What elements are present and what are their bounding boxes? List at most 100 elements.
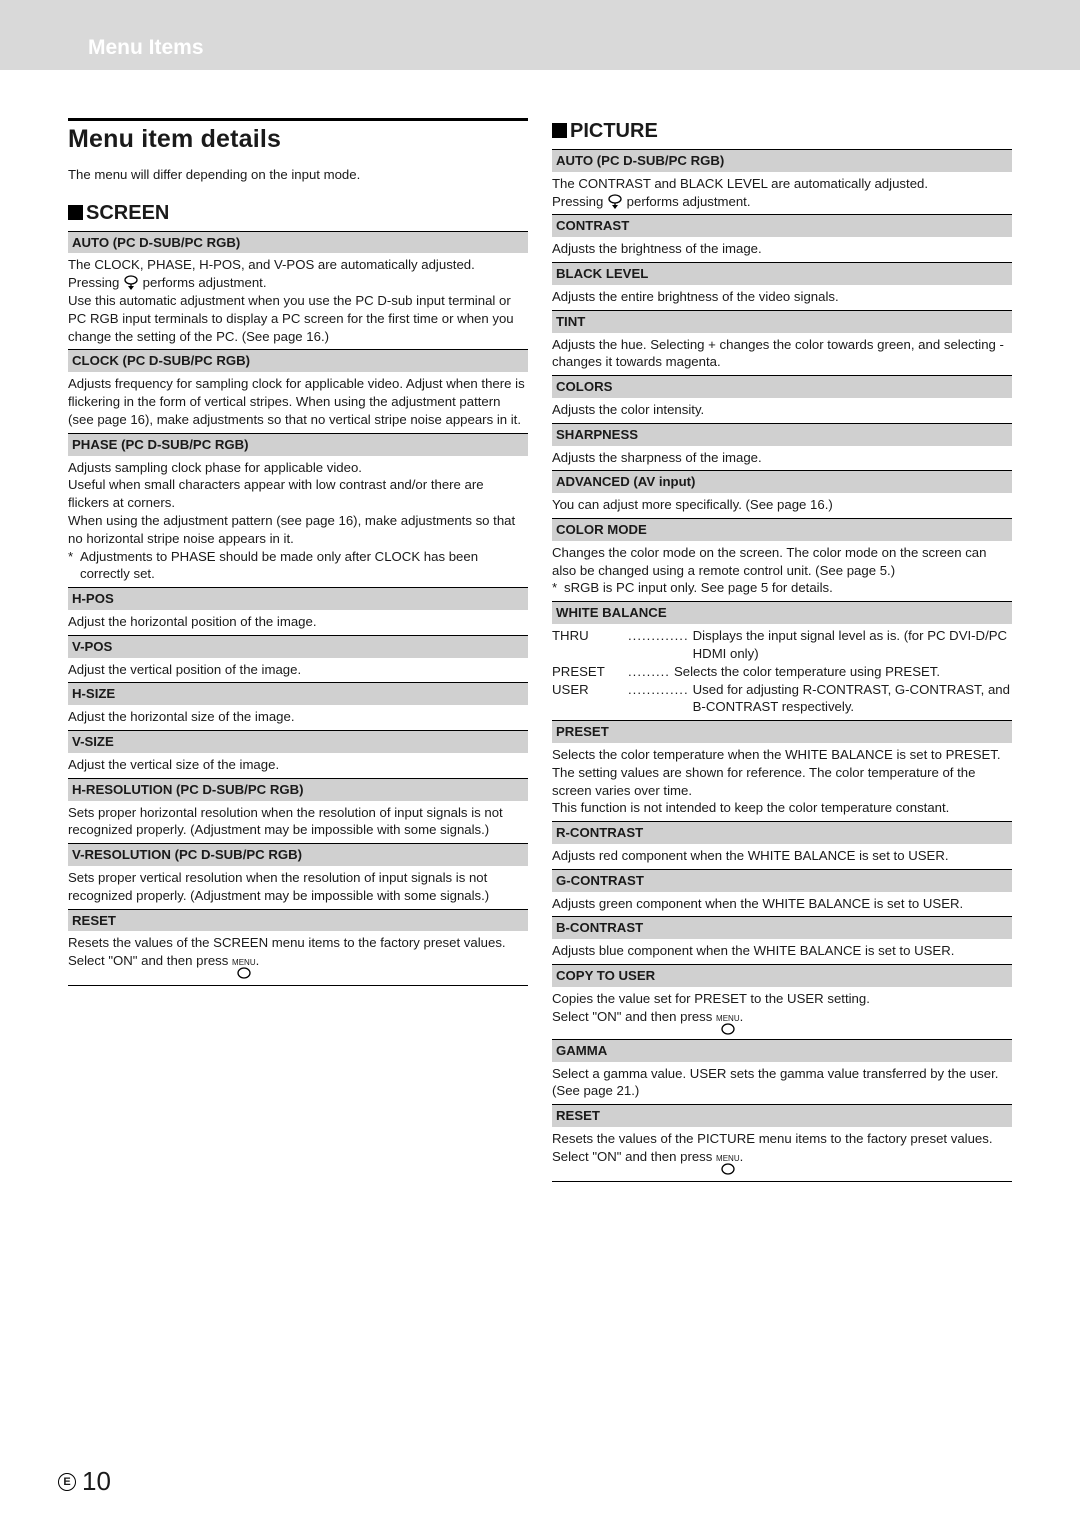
dots: ......... <box>628 663 670 681</box>
item-head: G-CONTRAST <box>552 869 1012 892</box>
item-body: Adjusts the color intensity. <box>552 398 1012 423</box>
right-column: PICTURE AUTO (PC D-SUB/PC RGB) The CONTR… <box>552 118 1012 1457</box>
text: performs adjustment. <box>623 194 751 209</box>
item-head: CONTRAST <box>552 214 1012 237</box>
dots: ............. <box>628 681 689 717</box>
left-column: Menu item details The menu will differ d… <box>68 118 528 1457</box>
item-body: Adjust the vertical size of the image. <box>68 753 528 778</box>
text: Resets the values of the SCREEN menu ite… <box>68 935 506 950</box>
text: Changes the color mode on the screen. Th… <box>552 545 986 578</box>
item-body: Adjusts sampling clock phase for applica… <box>68 456 528 588</box>
menu-button-icon: MENU <box>232 959 256 979</box>
star-note: sRGB is PC input only. See page 5 for de… <box>552 579 1012 597</box>
wb-label: PRESET <box>552 663 628 681</box>
footer-page: E 10 <box>58 1466 111 1497</box>
header-title: Menu Items <box>68 22 1012 60</box>
item-head: COLORS <box>552 375 1012 398</box>
menu-button-icon: MENU <box>716 1155 740 1175</box>
rule <box>68 985 528 986</box>
item-head: AUTO (PC D-SUB/PC RGB) <box>68 231 528 254</box>
picture-heading: PICTURE <box>552 118 1012 145</box>
item-body: Adjusts frequency for sampling clock for… <box>68 372 528 432</box>
item-head: H-RESOLUTION (PC D-SUB/PC RGB) <box>68 778 528 801</box>
item-head: B-CONTRAST <box>552 916 1012 939</box>
screen-heading-text: SCREEN <box>86 202 169 224</box>
item-body: Adjusts the hue. Selecting + changes the… <box>552 333 1012 376</box>
text: Useful when small characters appear with… <box>68 477 484 510</box>
item-head: COPY TO USER <box>552 964 1012 987</box>
menu-button-icon: MENU <box>716 1015 740 1035</box>
square-bullet-icon <box>552 123 567 138</box>
item-head: R-CONTRAST <box>552 821 1012 844</box>
page: Menu Items Menu item details The menu wi… <box>0 0 1080 1527</box>
item-body: THRU.............Displays the input sign… <box>552 624 1012 720</box>
wb-desc: Used for adjusting R-CONTRAST, G-CONTRAS… <box>689 681 1012 717</box>
item-body: Sets proper horizontal resolution when t… <box>68 801 528 844</box>
rule <box>552 1181 1012 1182</box>
item-body: Sets proper vertical resolution when the… <box>68 866 528 909</box>
item-body: Adjusts the entire brightness of the vid… <box>552 285 1012 310</box>
text: The setting values are shown for referen… <box>552 765 975 798</box>
item-body: Adjusts the brightness of the image. <box>552 237 1012 262</box>
item-head: H-SIZE <box>68 682 528 705</box>
main-intro: The menu will differ depending on the in… <box>68 163 528 188</box>
item-head: AUTO (PC D-SUB/PC RGB) <box>552 149 1012 172</box>
item-head: RESET <box>552 1104 1012 1127</box>
rule <box>68 118 528 121</box>
wb-row: USER.............Used for adjusting R-CO… <box>552 681 1012 717</box>
item-head: BLACK LEVEL <box>552 262 1012 285</box>
text: This function is not intended to keep th… <box>552 800 949 815</box>
item-body: Select a gamma value. USER sets the gamm… <box>552 1062 1012 1105</box>
header-bar: Menu Items <box>68 22 1012 70</box>
item-body: Changes the color mode on the screen. Th… <box>552 541 1012 601</box>
text: The CLOCK, PHASE, H-POS, and V-POS are a… <box>68 257 475 272</box>
menu-label: MENU <box>232 958 256 967</box>
content-columns: Menu item details The menu will differ d… <box>68 118 1012 1457</box>
item-head: SHARPNESS <box>552 423 1012 446</box>
item-head: V-RESOLUTION (PC D-SUB/PC RGB) <box>68 843 528 866</box>
item-head: PHASE (PC D-SUB/PC RGB) <box>68 433 528 456</box>
item-head: GAMMA <box>552 1039 1012 1062</box>
item-head: COLOR MODE <box>552 518 1012 541</box>
item-body: Adjust the vertical position of the imag… <box>68 658 528 683</box>
picture-heading-text: PICTURE <box>570 120 658 142</box>
menu-label: MENU <box>716 1014 740 1023</box>
item-head: V-POS <box>68 635 528 658</box>
enter-icon <box>123 274 139 292</box>
item-body: Adjusts blue component when the WHITE BA… <box>552 939 1012 964</box>
text: The CONTRAST and BLACK LEVEL are automat… <box>552 176 928 191</box>
text: . <box>740 1009 744 1024</box>
item-body: You can adjust more specifically. (See p… <box>552 493 1012 518</box>
item-body: Adjust the horizontal size of the image. <box>68 705 528 730</box>
item-head: ADVANCED (AV input) <box>552 470 1012 493</box>
text: Adjusts sampling clock phase for applica… <box>68 460 362 475</box>
item-body: Selects the color temperature when the W… <box>552 743 1012 821</box>
page-number: 10 <box>82 1466 111 1497</box>
text: Pressing <box>68 275 123 290</box>
item-body: Resets the values of the PICTURE menu it… <box>552 1127 1012 1179</box>
text: . <box>740 1149 744 1164</box>
item-body: Copies the value set for PRESET to the U… <box>552 987 1012 1039</box>
wb-label: USER <box>552 681 628 717</box>
item-body: Adjusts red component when the WHITE BAL… <box>552 844 1012 869</box>
star-note: Adjustments to PHASE should be made only… <box>68 548 528 584</box>
text: Select "ON" and then press <box>552 1009 716 1024</box>
wb-row: THRU.............Displays the input sign… <box>552 627 1012 663</box>
item-head: RESET <box>68 909 528 932</box>
screen-heading: SCREEN <box>68 200 528 227</box>
item-body: Adjusts green component when the WHITE B… <box>552 892 1012 917</box>
wb-row: PRESET.........Selects the color tempera… <box>552 663 1012 681</box>
dots: ............. <box>628 627 689 663</box>
wb-desc: Selects the color temperature using PRES… <box>670 663 1012 681</box>
item-body: The CONTRAST and BLACK LEVEL are automat… <box>552 172 1012 215</box>
item-head: CLOCK (PC D-SUB/PC RGB) <box>68 349 528 372</box>
item-head: TINT <box>552 310 1012 333</box>
text: performs adjustment. <box>139 275 267 290</box>
text: . <box>256 953 260 968</box>
wb-desc: Displays the input signal level as is. (… <box>689 627 1012 663</box>
square-bullet-icon <box>68 205 83 220</box>
text: Use this automatic adjustment when you u… <box>68 293 514 344</box>
item-body: Adjusts the sharpness of the image. <box>552 446 1012 471</box>
menu-label: MENU <box>716 1154 740 1163</box>
item-head: V-SIZE <box>68 730 528 753</box>
